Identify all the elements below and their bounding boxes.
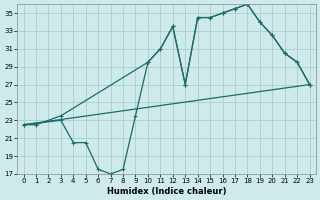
X-axis label: Humidex (Indice chaleur): Humidex (Indice chaleur) (107, 187, 226, 196)
